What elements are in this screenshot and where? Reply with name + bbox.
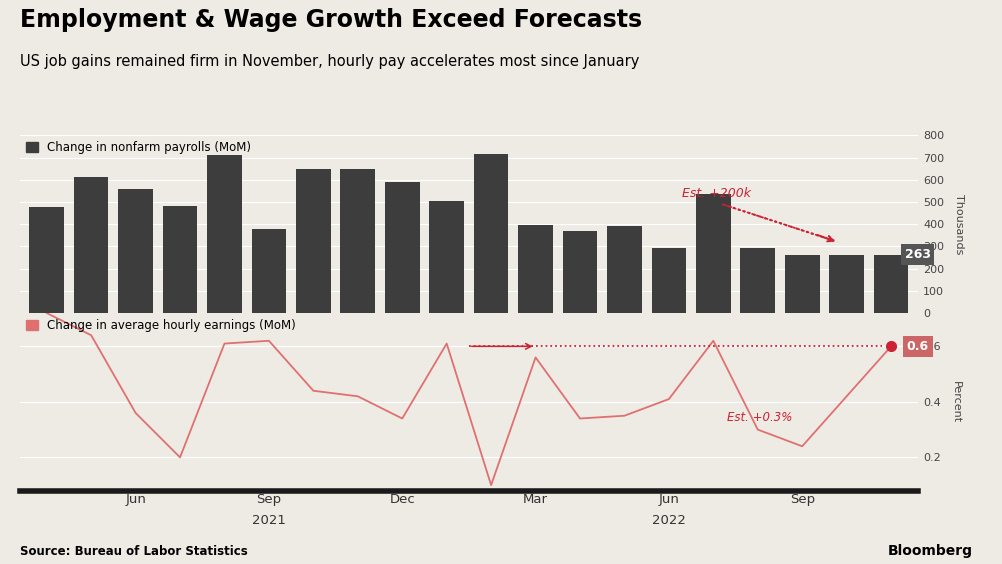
Text: 0.6: 0.6 xyxy=(906,340,928,353)
Bar xyxy=(739,248,775,313)
Bar xyxy=(252,229,286,313)
Bar xyxy=(162,206,197,313)
Bar xyxy=(651,248,685,313)
Bar xyxy=(385,182,419,313)
Bar xyxy=(74,177,108,313)
Bar xyxy=(29,207,64,313)
Bar xyxy=(785,254,819,313)
Text: Bloomberg: Bloomberg xyxy=(887,544,972,558)
Bar xyxy=(518,224,552,313)
Text: US job gains remained firm in November, hourly pay accelerates most since Januar: US job gains remained firm in November, … xyxy=(20,54,639,69)
Y-axis label: Thousands: Thousands xyxy=(953,194,963,254)
Bar xyxy=(118,189,152,313)
Y-axis label: Percent: Percent xyxy=(950,381,960,423)
Bar xyxy=(873,254,908,313)
Legend: Change in average hourly earnings (MoM): Change in average hourly earnings (MoM) xyxy=(26,319,296,332)
Bar xyxy=(473,155,508,313)
Bar xyxy=(207,155,241,313)
Bar xyxy=(606,226,641,313)
Text: Est. +200k: Est. +200k xyxy=(681,187,750,200)
Bar xyxy=(296,169,331,313)
Legend: Change in nonfarm payrolls (MoM): Change in nonfarm payrolls (MoM) xyxy=(26,141,250,155)
Text: Employment & Wage Growth Exceed Forecasts: Employment & Wage Growth Exceed Forecast… xyxy=(20,8,641,33)
Bar xyxy=(562,231,597,313)
Text: 2021: 2021 xyxy=(252,514,286,527)
Text: Source: Bureau of Labor Statistics: Source: Bureau of Labor Statistics xyxy=(20,545,247,558)
Bar xyxy=(829,255,863,313)
Bar xyxy=(695,194,729,313)
Text: Est. +0.3%: Est. +0.3% xyxy=(725,411,792,424)
Bar xyxy=(429,201,464,313)
Bar xyxy=(340,169,375,313)
Text: 263: 263 xyxy=(904,248,930,261)
Text: 2022: 2022 xyxy=(651,514,685,527)
